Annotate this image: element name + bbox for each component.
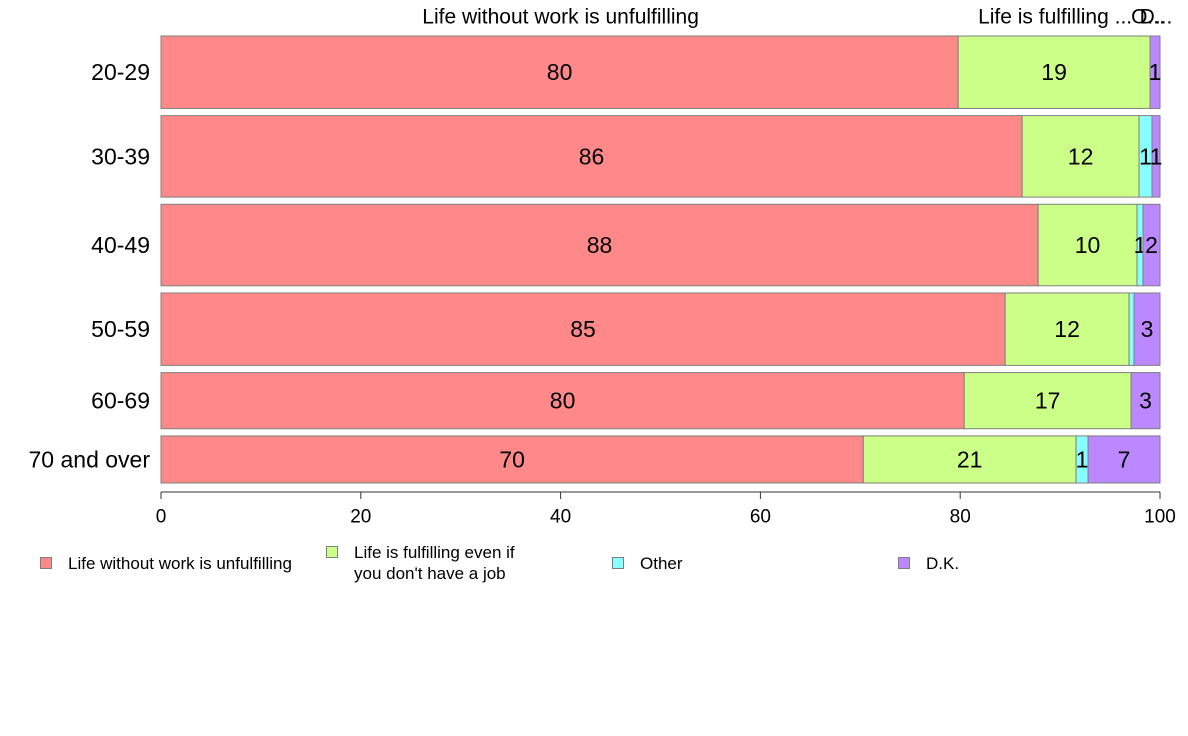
data-label-3-1: 1 — [1150, 143, 1163, 169]
bar-3-2 — [1142, 203, 1161, 287]
data-label-2-1: 1 — [1139, 143, 1152, 169]
legend-swatch-0 — [40, 557, 52, 569]
legend-swatch-1 — [326, 546, 338, 558]
stacked-bar-chart: Life without work is unfulfilling Life is… — [29, 6, 1176, 528]
bar-3-1 — [1151, 115, 1161, 198]
top-label-1: Life is fulfilling ... — [978, 6, 1132, 29]
bar-3-3 — [1133, 292, 1161, 366]
data-label-1-2: 10 — [1075, 232, 1101, 258]
data-label-3-2: 2 — [1145, 232, 1158, 258]
category-label-0: 20-29 — [91, 59, 150, 85]
bar-3-5 — [1087, 435, 1161, 484]
data-label-0-4: 80 — [550, 388, 576, 414]
data-label-1-3: 12 — [1054, 316, 1080, 342]
category-label-1: 30-39 — [91, 143, 150, 169]
x-tick-label-3: 60 — [750, 507, 771, 528]
category-label-5: 70 and over — [29, 446, 151, 472]
data-label-0-3: 85 — [570, 316, 596, 342]
x-tick-label-4: 80 — [950, 507, 971, 528]
top-label-0: Life without work is unfulfilling — [422, 6, 699, 29]
data-label-1-1: 12 — [1068, 143, 1094, 169]
legend-swatch-2 — [612, 557, 624, 569]
x-tick-label-0: 0 — [156, 507, 167, 528]
category-label-2: 40-49 — [91, 232, 150, 258]
bar-1-0 — [957, 35, 1151, 109]
legend-label-3: D.K. — [926, 554, 960, 573]
legend-item-2: Other — [612, 553, 683, 574]
x-tick-label-2: 40 — [550, 507, 571, 528]
bar-1-3 — [1004, 292, 1130, 366]
data-label-3-4: 3 — [1139, 388, 1152, 414]
bar-1-2 — [1037, 203, 1138, 287]
legend: Life without work is unfulfilling Life is… — [0, 538, 1188, 598]
legend-item-1: Life is fulfilling even if you don't hav… — [326, 542, 515, 584]
data-label-1-5: 21 — [957, 446, 983, 472]
data-label-0-0: 80 — [547, 59, 573, 85]
top-label-2: O... — [1131, 6, 1165, 29]
bar-0-5 — [160, 435, 864, 484]
x-tick-label-1: 20 — [350, 507, 371, 528]
data-label-3-0: 1 — [1149, 59, 1162, 85]
top-label-3: D... — [1140, 6, 1173, 29]
bar-3-4 — [1130, 372, 1161, 430]
bar-2-3 — [1128, 292, 1135, 366]
data-label-1-4: 17 — [1035, 388, 1061, 414]
bar-0-3 — [160, 292, 1006, 366]
data-label-3-3: 3 — [1141, 316, 1154, 342]
bar-1-4 — [963, 372, 1132, 430]
data-label-0-2: 88 — [587, 232, 613, 258]
category-label-4: 60-69 — [91, 388, 150, 414]
bar-1-1 — [1021, 115, 1140, 198]
data-label-0-5: 70 — [499, 446, 525, 472]
bar-0-1 — [160, 115, 1023, 198]
legend-item-3: D.K. — [898, 553, 959, 574]
bar-0-4 — [160, 372, 965, 430]
legend-label-1: Life is fulfilling even if you don't hav… — [354, 543, 515, 583]
legend-swatch-3 — [898, 557, 910, 569]
legend-label-0: Life without work is unfulfilling — [68, 554, 292, 573]
data-label-0-1: 86 — [579, 143, 605, 169]
legend-item-0: Life without work is unfulfilling — [40, 553, 292, 574]
data-label-1-0: 19 — [1041, 59, 1067, 85]
category-label-3: 50-59 — [91, 316, 150, 342]
bar-3-0 — [1149, 35, 1161, 109]
data-label-2-5: 1 — [1076, 446, 1089, 472]
data-label-3-5: 7 — [1118, 446, 1131, 472]
legend-label-2: Other — [640, 554, 683, 573]
x-tick-label-5: 100 — [1144, 507, 1176, 528]
bar-1-5 — [862, 435, 1077, 484]
